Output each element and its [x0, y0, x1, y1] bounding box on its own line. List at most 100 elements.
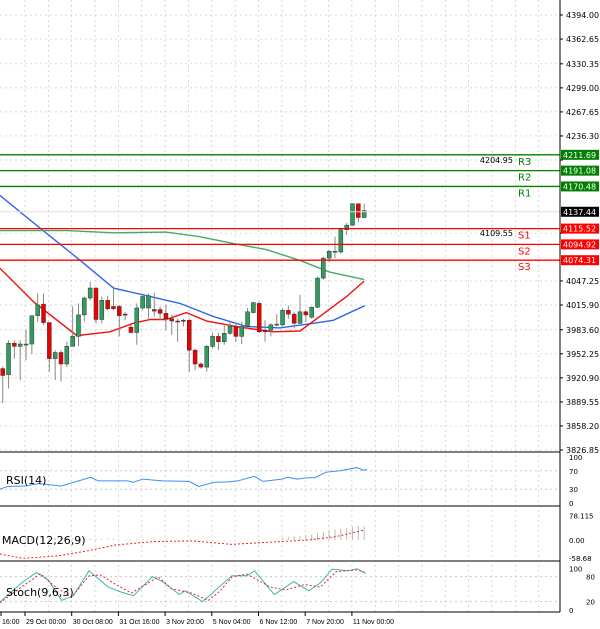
x-tick-label: 7 Nov 20:00	[306, 619, 344, 626]
level-name: R3	[518, 157, 531, 168]
candle	[128, 326, 134, 333]
candle	[23, 343, 29, 346]
stoch-signal-line	[0, 569, 365, 604]
y-tick-label: 4267.65	[566, 108, 599, 117]
candle	[268, 324, 274, 331]
candle	[321, 257, 326, 279]
candle	[140, 296, 145, 309]
candle	[0, 368, 5, 376]
candle	[280, 310, 285, 326]
candle	[245, 311, 250, 327]
current-price-box	[561, 206, 599, 217]
candle	[99, 300, 105, 320]
price-label: 4191.08	[563, 167, 596, 176]
x-tick-label: 11 Nov 00:00	[353, 619, 394, 626]
rsi-tick-label: 30	[569, 486, 578, 494]
candle	[41, 303, 46, 323]
price-label-box	[561, 223, 599, 234]
macd-tick-label: 0.00	[569, 537, 585, 545]
moving-average-line	[0, 194, 366, 329]
candle	[227, 326, 233, 334]
candle	[256, 303, 262, 333]
y-tick-label: 4109.55	[480, 229, 513, 238]
price-label: 4211.69	[563, 151, 596, 160]
y-tick-label: 4204.95	[480, 156, 513, 165]
y-tick-label: 3920.90	[566, 374, 599, 383]
candle	[157, 309, 163, 314]
y-tick-label: 4394.00	[566, 11, 599, 20]
candle	[152, 309, 157, 312]
rsi-line	[0, 467, 368, 490]
candle	[350, 203, 355, 226]
price-label: 4094.92	[563, 240, 596, 249]
macd-tick-label: 78.115	[569, 513, 594, 521]
candle	[163, 313, 169, 319]
level-name: S1	[518, 231, 531, 242]
candle	[117, 306, 122, 316]
stoch-tick-label: 20	[586, 599, 595, 607]
rsi-tick-label: 70	[569, 468, 578, 476]
candle	[338, 229, 344, 253]
level-name: R1	[518, 188, 531, 199]
moving-average-line	[0, 229, 365, 281]
candle	[134, 307, 140, 333]
candle	[332, 250, 338, 253]
stoch-tick-label: 100	[569, 565, 582, 573]
macd-title: MACD(12,26,9)	[2, 534, 86, 547]
candle	[12, 343, 17, 347]
candle	[344, 224, 349, 231]
stoch-tick-label: 80	[586, 574, 595, 582]
candle	[175, 320, 180, 323]
stoch-tick-label: 0	[569, 607, 573, 615]
candle	[64, 346, 70, 365]
y-tick-label: 3826.85	[566, 446, 599, 455]
candle	[47, 322, 52, 359]
x-tick-label: 16:00	[2, 619, 20, 626]
candle	[204, 346, 209, 368]
candle	[356, 203, 361, 218]
candle	[262, 329, 268, 333]
y-tick-label: 4236.30	[566, 132, 599, 141]
candle	[251, 302, 256, 313]
candle	[210, 336, 215, 347]
candle	[198, 363, 204, 368]
candle	[187, 320, 192, 351]
price-label: 4074.31	[563, 256, 596, 265]
stoch-main-line	[0, 568, 367, 603]
candle	[181, 320, 186, 322]
x-tick-label: 29 Oct 00:00	[26, 619, 66, 626]
stoch-title: Stoch(9,6,3)	[6, 586, 74, 599]
macd-tick-label: -58.68	[569, 555, 592, 563]
candle	[361, 210, 367, 218]
y-tick-label: 3983.60	[566, 326, 599, 335]
x-tick-label: 30 Oct 08:00	[73, 619, 113, 626]
y-tick-label: 3858.20	[566, 422, 599, 431]
y-tick-label: 4047.25	[566, 277, 599, 286]
price-label-box	[561, 165, 599, 176]
y-tick-label: 3952.25	[566, 350, 599, 359]
x-tick-label: 31 Oct 16:00	[119, 619, 159, 626]
current-price-label: 4137.44	[563, 208, 596, 217]
y-tick-label: 4362.65	[566, 35, 599, 44]
y-tick-label: 4015.90	[566, 301, 599, 310]
candle	[111, 306, 116, 310]
candle	[239, 326, 244, 337]
candle	[286, 310, 291, 315]
x-tick-label: 3 Nov 20:00	[166, 619, 204, 626]
rsi-tick-label: 0	[569, 500, 573, 508]
candle	[146, 295, 151, 309]
macd-signal-line	[0, 529, 365, 559]
candle	[216, 336, 221, 342]
candle	[58, 352, 64, 365]
candle	[274, 323, 279, 326]
candle	[326, 250, 332, 259]
candle	[105, 300, 110, 310]
candle	[315, 277, 320, 308]
candle	[70, 336, 75, 347]
y-tick-label: 3889.55	[566, 398, 599, 407]
candle	[93, 287, 99, 320]
price-label-box	[561, 255, 599, 266]
x-tick-label: 6 Nov 12:00	[260, 619, 298, 626]
candle	[221, 333, 227, 342]
